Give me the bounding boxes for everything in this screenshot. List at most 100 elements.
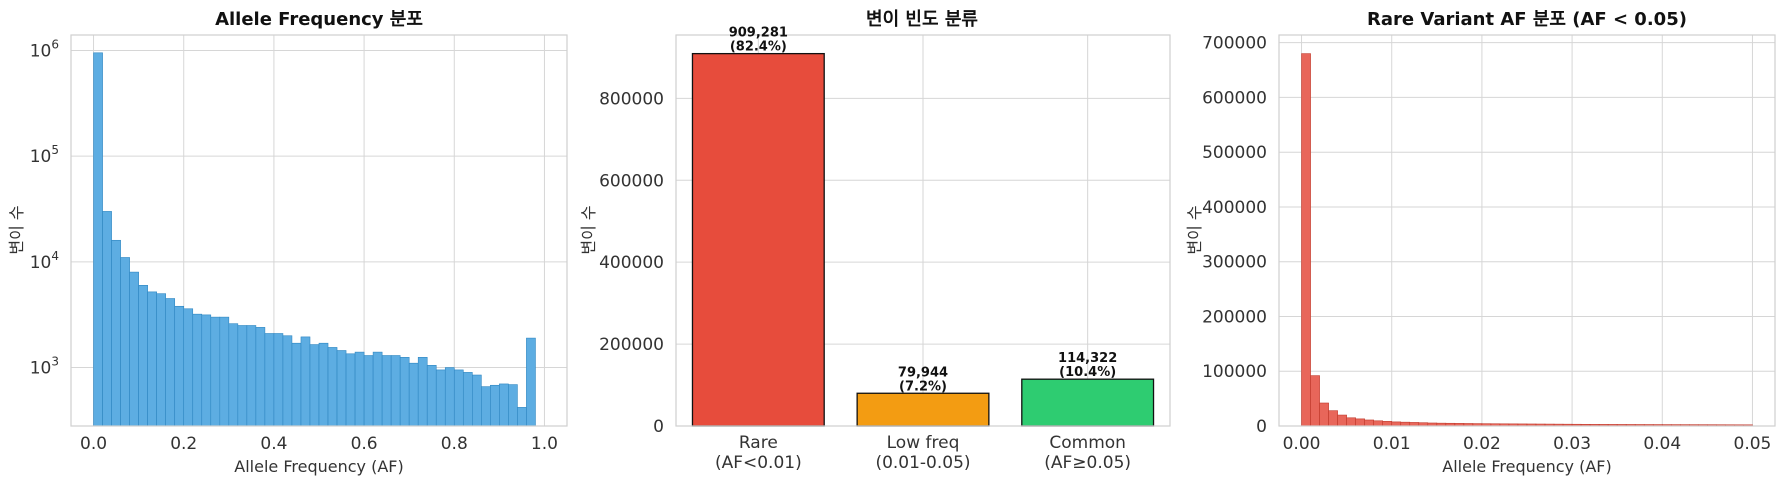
panel1-histogram-bar xyxy=(183,308,194,427)
panel1-x-tick-label: 0.2 xyxy=(170,434,197,454)
panel1-histogram-bar xyxy=(336,350,347,427)
panel1-histogram-bar xyxy=(255,327,266,427)
panel1-histogram-bar xyxy=(291,342,302,427)
panel2-y-tick-label: 400000 xyxy=(599,253,664,273)
panel3-histogram-bar xyxy=(1373,420,1384,427)
panel1-histogram-bar xyxy=(408,362,419,427)
panel1-histogram-bar xyxy=(264,333,275,427)
panel3-histogram-bar xyxy=(1328,410,1338,427)
panel1-y-tick-base: 10 xyxy=(30,253,52,273)
panel1-x-tick-label: 0.4 xyxy=(260,434,287,454)
panel3-x-tick-label: 0.00 xyxy=(1283,434,1321,454)
panel1-x-tick-label: 0.8 xyxy=(441,434,468,454)
panel1-y-tick-label: 104 xyxy=(30,249,59,273)
panel3-y-tick-label: 400000 xyxy=(1202,198,1267,218)
panel1-histogram-bar xyxy=(390,355,401,427)
panel2-x-tick-label: Rare xyxy=(739,433,778,453)
panel1-title: Allele Frequency 분포 xyxy=(215,9,423,30)
panel3-histogram-bar xyxy=(1382,421,1393,427)
panel3-x-tick-label: 0.04 xyxy=(1643,434,1681,454)
panel1-histogram-bar xyxy=(192,313,203,427)
panel1-bars xyxy=(93,52,536,427)
panel2-data-label-percent: (82.4%) xyxy=(730,40,787,55)
panel1-histogram-bar xyxy=(481,386,491,427)
panel1-histogram-bar xyxy=(129,271,139,427)
panel1-frame xyxy=(70,34,568,427)
panel2-title: 변이 빈도 분류 xyxy=(866,9,978,30)
panel1-y-tick-base: 10 xyxy=(30,147,52,167)
panel1-x-tick-label: 0.6 xyxy=(351,434,378,454)
panel3-y-tick-label: 0 xyxy=(1256,417,1267,437)
panel1-histogram-bar xyxy=(381,355,392,427)
panel3-grid xyxy=(1279,35,1775,427)
panel3-x-tick-label: 0.05 xyxy=(1734,434,1772,454)
panel1-histogram-bar xyxy=(417,357,428,427)
panel3-y-tick-label: 300000 xyxy=(1202,253,1267,273)
panel1-histogram-bar xyxy=(472,374,482,427)
panel3-histogram-bar xyxy=(1337,414,1347,427)
panel1-histogram-bar xyxy=(165,298,176,427)
panel1-histogram-bar xyxy=(354,351,365,427)
panel-af-histogram: Allele Frequency 분포 0.0 0.2 0.4 0.6 0.8 1.0 1… xyxy=(7,9,568,476)
panel1-histogram-bar xyxy=(327,347,338,427)
panel2-x-tick-sublabel: (AF≥0.05) xyxy=(1044,453,1131,473)
panel3-title: Rare Variant AF 분포 (AF < 0.05) xyxy=(1367,9,1687,30)
panel1-histogram-bar xyxy=(399,357,410,427)
panel3-xlabel: Allele Frequency (AF) xyxy=(1442,457,1611,476)
panel1-y-tick-label: 105 xyxy=(30,143,59,167)
panel1-histogram-bar xyxy=(444,367,455,427)
panel3-x-tick-label: 0.01 xyxy=(1373,434,1411,454)
panel2-x-tick-label: Low freq xyxy=(887,433,960,453)
panel2-bar xyxy=(691,52,825,427)
panel1-histogram-bar xyxy=(490,384,500,427)
panel1-histogram-bar xyxy=(517,407,527,427)
panel2-y-tick-label: 600000 xyxy=(599,171,664,191)
panel1-histogram-bar xyxy=(426,365,437,427)
panel1-ylabel: 변이 수 xyxy=(7,205,26,254)
panel1-histogram-bar xyxy=(300,336,311,427)
panel3-y-tick-label: 700000 xyxy=(1202,34,1267,54)
panel1-y-tick-base: 10 xyxy=(30,359,52,379)
panel2-data-labels: 909,281(82.4%) 79,944(7.2%) 114,322(10.4%) xyxy=(729,26,1118,395)
panel1-y-tick-exponent: 3 xyxy=(51,355,59,369)
panel1-x-ticks: 0.0 0.2 0.4 0.6 0.8 1.0 xyxy=(80,434,558,454)
panel2-bar xyxy=(1021,378,1155,427)
panel2-x-ticks: Rare(AF<0.01) Low freq(0.01-0.05) Common(A… xyxy=(715,433,1131,473)
panel1-y-tick-exponent: 4 xyxy=(51,249,59,263)
panel2-data-label-count: 909,281 xyxy=(729,26,788,41)
panel3-x-tick-label: 0.02 xyxy=(1463,434,1501,454)
panel1-y-tick-label: 103 xyxy=(30,355,59,379)
panel1-y-tick-exponent: 6 xyxy=(51,37,59,51)
panel2-bars xyxy=(691,52,1155,427)
panel1-histogram-bar xyxy=(499,383,509,427)
panel3-bars xyxy=(1301,53,1753,427)
panel1-histogram-bar xyxy=(453,369,464,427)
panel2-data-label-count: 79,944 xyxy=(898,365,948,380)
panel3-y-tick-label: 200000 xyxy=(1202,307,1267,327)
panel1-histogram-bar xyxy=(210,316,221,427)
panel2-x-tick-sublabel: (0.01-0.05) xyxy=(875,453,970,473)
panel3-histogram-bar xyxy=(1346,417,1356,427)
panel2-data-label-percent: (10.4%) xyxy=(1059,365,1116,380)
panel3-frame xyxy=(1278,34,1776,427)
panel1-y-tick-base: 10 xyxy=(30,41,52,61)
panel3-x-tick-label: 0.03 xyxy=(1553,434,1591,454)
panel1-histogram-bar xyxy=(102,211,112,427)
panel1-histogram-bar xyxy=(462,372,473,427)
panel1-xlabel: Allele Frequency (AF) xyxy=(234,457,403,476)
panel1-histogram-bar xyxy=(345,353,356,427)
panel2-y-tick-label: 0 xyxy=(653,417,664,437)
panel2-data-label-count: 114,322 xyxy=(1058,351,1117,366)
panel1-histogram-bar xyxy=(246,325,257,427)
panel1-y-tick-exponent: 5 xyxy=(51,143,59,157)
panel1-histogram-bar xyxy=(309,344,320,427)
panel1-histogram-bar xyxy=(228,323,239,427)
panel2-ylabel: 변이 수 xyxy=(579,205,598,254)
panel3-histogram-bar xyxy=(1355,418,1365,427)
panel3-y-tick-label: 500000 xyxy=(1202,143,1267,163)
panel1-histogram-bar xyxy=(219,316,230,427)
panel1-histogram-bar xyxy=(363,355,374,427)
panel2-data-label-percent: (7.2%) xyxy=(899,379,947,394)
panel1-histogram-bar xyxy=(318,342,329,427)
